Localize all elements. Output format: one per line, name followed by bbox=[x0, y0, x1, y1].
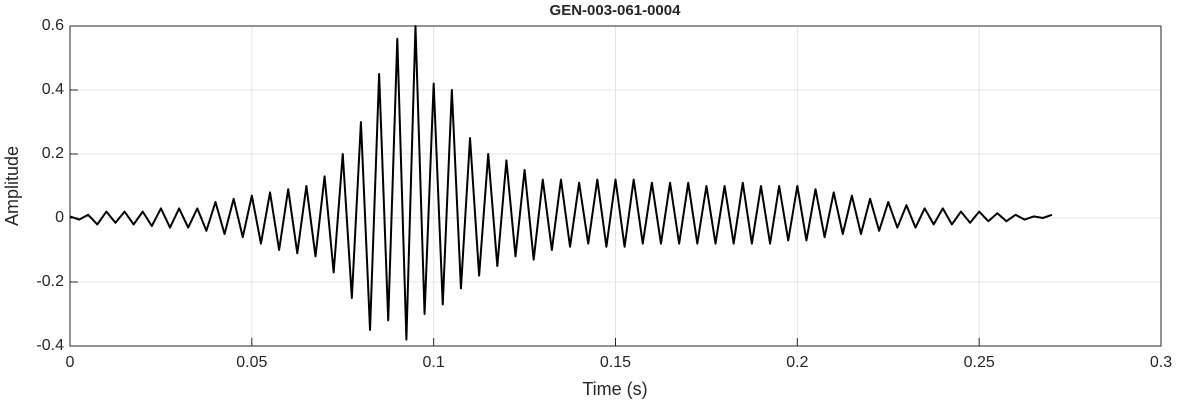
x-tick-label: 0.05 bbox=[236, 354, 267, 371]
y-tick-label: 0 bbox=[55, 209, 64, 226]
y-tick-label: -0.2 bbox=[36, 273, 64, 290]
y-tick-label: 0.2 bbox=[42, 145, 64, 162]
x-axis-label: Time (s) bbox=[582, 379, 647, 399]
x-tick-label: 0.15 bbox=[600, 354, 631, 371]
x-tick-label: 0.25 bbox=[964, 354, 995, 371]
y-tick-label: 0.6 bbox=[42, 17, 64, 34]
waveform-line bbox=[69, 25, 1053, 341]
x-tick-label: 0.2 bbox=[786, 354, 808, 371]
y-tick-label: -0.4 bbox=[36, 337, 64, 354]
plot-frame bbox=[69, 25, 1162, 347]
chart-title: GEN-003-061-0004 bbox=[550, 2, 682, 19]
x-tick-label: 0.1 bbox=[423, 354, 445, 371]
y-axis-label: Amplitude bbox=[2, 146, 22, 226]
x-tick-label: 0 bbox=[66, 354, 75, 371]
x-tick-label: 0.3 bbox=[1150, 354, 1172, 371]
y-tick-label: 0.4 bbox=[42, 81, 64, 98]
